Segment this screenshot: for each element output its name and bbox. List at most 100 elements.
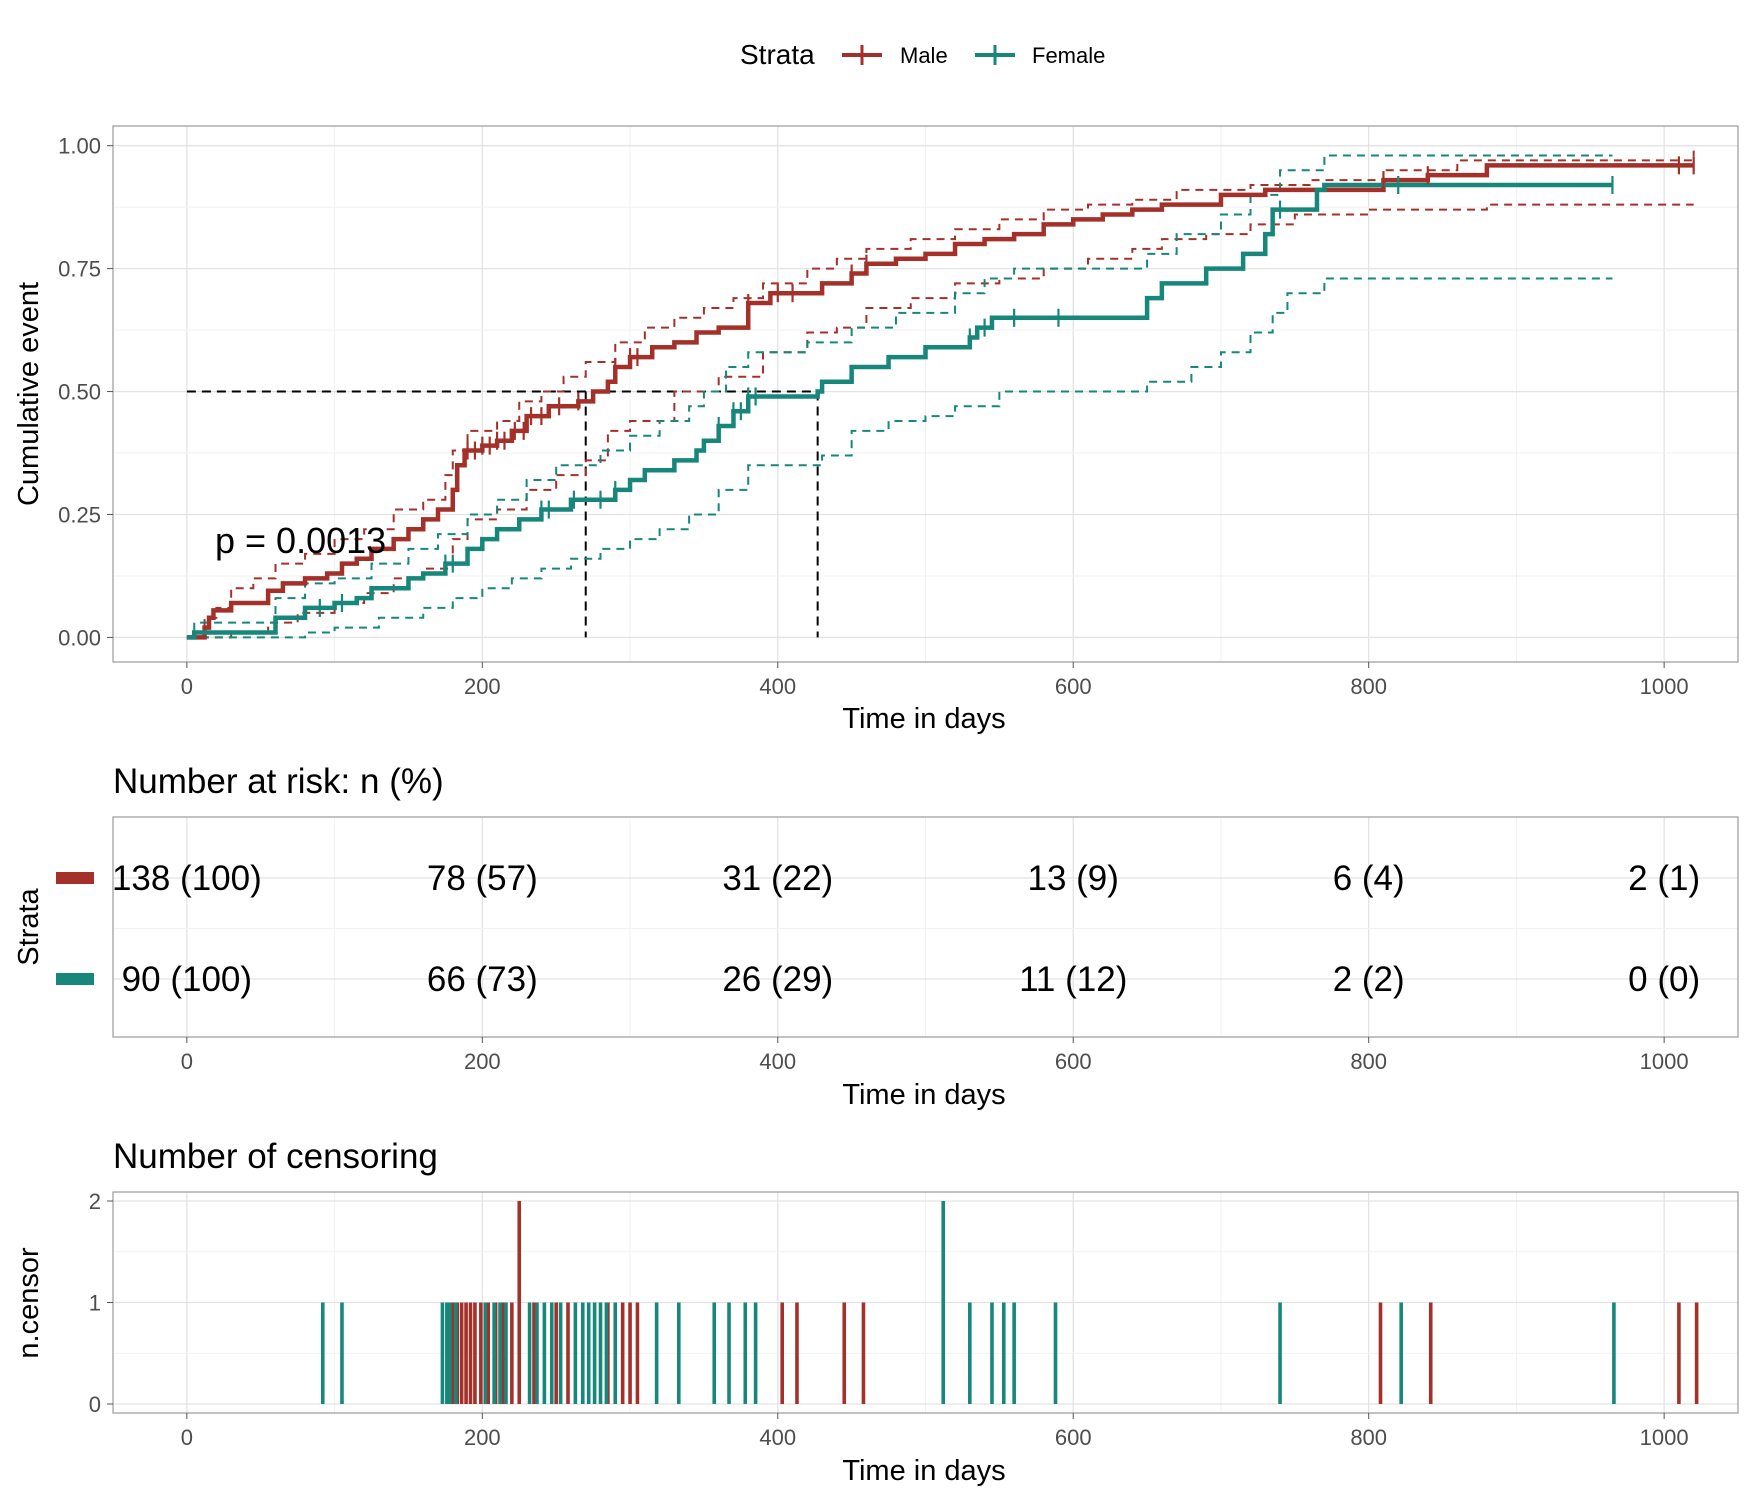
censor-bar-female xyxy=(598,1302,603,1404)
censor-bar-male xyxy=(479,1302,483,1404)
censor-bar-male xyxy=(1677,1302,1681,1404)
censor-bar-female xyxy=(580,1302,585,1404)
ci-upper-male xyxy=(186,150,1695,639)
censor-bar-male xyxy=(473,1302,477,1404)
panel1-step-lines xyxy=(186,163,1694,640)
censor-bar-female xyxy=(1001,1302,1006,1404)
censor-bar-female xyxy=(535,1302,539,1404)
panel3-xtick-label: 800 xyxy=(1350,1425,1387,1450)
panel3-yticks: 0 1 2 xyxy=(89,1189,113,1417)
panel2-grid xyxy=(113,817,1738,1037)
panel1-ytick-label: 0.00 xyxy=(58,625,101,650)
risk-cell-male: 2 (1) xyxy=(1628,859,1700,898)
censor-bar-female xyxy=(527,1302,532,1404)
panel3-ylabel: n.censor xyxy=(13,1247,45,1359)
panel1-ci-lines xyxy=(186,150,1695,639)
censor-bar-male xyxy=(620,1302,625,1404)
legend-key-male xyxy=(842,45,882,65)
panel3-xtick-label: 0 xyxy=(181,1425,193,1450)
censor-bar-female xyxy=(1278,1302,1282,1404)
panel2-xtick-label: 1000 xyxy=(1640,1049,1689,1074)
risk-cell-male: 138 (100) xyxy=(112,859,262,898)
censor-bar-male xyxy=(486,1302,491,1404)
panel1-ytick-label: 0.50 xyxy=(58,380,101,405)
censor-bar-female xyxy=(504,1302,508,1404)
risk-cell-female: 11 (12) xyxy=(1019,960,1127,999)
p-value-annotation: p = 0.0013 xyxy=(215,520,386,561)
censor-bar-female xyxy=(483,1302,488,1404)
legend-key-female xyxy=(975,45,1015,65)
censoring-title: Number of censoring xyxy=(113,1137,438,1176)
censor-bar-female xyxy=(604,1302,609,1404)
censor-bar-female xyxy=(753,1302,758,1404)
censor-bar-male xyxy=(628,1302,632,1404)
censor-bar-female xyxy=(1012,1302,1016,1404)
censor-bar-female xyxy=(586,1302,591,1404)
panel1-xtick-label: 400 xyxy=(759,674,796,699)
cumulative-curve-female xyxy=(186,182,1613,640)
panel1-yticks: 0.00 0.25 0.50 0.75 1.00 xyxy=(58,134,113,650)
cumulative-curve-male xyxy=(186,163,1694,640)
risk-cell-female: 0 (0) xyxy=(1628,960,1700,999)
panel3-ytick-label: 1 xyxy=(89,1291,101,1316)
panel2-xticks: 0 200 400 600 800 1000 xyxy=(181,1037,1689,1074)
legend-label-female: Female xyxy=(1032,43,1105,68)
risk-key-female xyxy=(56,973,94,985)
censor-bar-male xyxy=(501,1302,505,1404)
panel3-grid xyxy=(113,1192,1738,1413)
censor-bar-male xyxy=(1378,1302,1383,1404)
panel1-xtick-label: 600 xyxy=(1055,674,1092,699)
risk-cell-female: 90 (100) xyxy=(122,960,252,999)
panel3-xlabel: Time in days xyxy=(842,1455,1005,1487)
risk-cell-male: 78 (57) xyxy=(427,859,538,898)
censor-bar-female xyxy=(1399,1302,1403,1404)
censor-bar-male xyxy=(510,1302,514,1404)
censor-bar-male xyxy=(517,1201,522,1404)
cumulative-incidence-panel: 0.00 0.25 0.50 0.75 1.00 0 200 400 600 800 1000 p… xyxy=(13,125,1739,735)
risk-cell-male: 31 (22) xyxy=(722,859,833,898)
risk-table-title: Number at risk: n (%) xyxy=(113,762,444,801)
censor-bar-female xyxy=(1612,1302,1616,1404)
panel2-border xyxy=(112,816,1739,1038)
censor-bar-female xyxy=(968,1302,972,1404)
panel2-xtick-label: 400 xyxy=(759,1049,796,1074)
panel1-border xyxy=(112,125,1739,663)
censor-bar-female xyxy=(592,1302,597,1404)
panel1-censor-marks xyxy=(318,156,1695,617)
risk-cell-male: 13 (9) xyxy=(1028,859,1119,898)
censor-bar-female xyxy=(542,1302,547,1404)
censor-bar-male xyxy=(795,1302,799,1404)
censor-bar-male xyxy=(780,1302,785,1404)
risk-table-panel: Number at risk: n (%) 138 (100) 78 (57) 31… xyxy=(13,762,1739,1111)
censor-bar-male xyxy=(861,1302,866,1404)
censor-bar-male xyxy=(464,1302,468,1404)
censor-bar-male xyxy=(635,1302,640,1404)
censoring-panel: Number of censoring 0 1 2 0 200 400 600 800 100… xyxy=(13,1137,1739,1487)
panel1-xlabel: Time in days xyxy=(842,703,1005,735)
censor-bar-male xyxy=(554,1302,558,1404)
panel2-xtick-label: 0 xyxy=(181,1049,193,1074)
panel3-bars xyxy=(320,1201,1699,1404)
risk-table-cells: 138 (100) 78 (57) 31 (22) 13 (9) 6 (4) 2 (1) 9… xyxy=(112,859,1700,999)
legend: Strata Male Female xyxy=(740,39,1105,70)
panel1-grid xyxy=(113,126,1738,662)
censor-bar-male xyxy=(566,1302,570,1404)
ci-lower-female xyxy=(186,277,1613,639)
panel1-xtick-label: 1000 xyxy=(1640,674,1689,699)
censor-bar-male xyxy=(468,1302,473,1404)
legend-label-male: Male xyxy=(900,43,948,68)
panel2-xtick-label: 600 xyxy=(1055,1049,1092,1074)
panel1-ytick-label: 0.25 xyxy=(58,502,101,527)
panel1-xtick-label: 0 xyxy=(181,674,193,699)
panel1-ytick-label: 0.75 xyxy=(58,257,101,282)
panel1-xticks: 0 200 400 600 800 1000 xyxy=(181,662,1689,699)
censor-bar-female xyxy=(613,1302,618,1404)
censor-bar-female xyxy=(712,1302,717,1404)
censor-bar-female xyxy=(1053,1302,1058,1404)
censor-bar-female xyxy=(654,1302,659,1404)
risk-table-keys xyxy=(56,872,94,985)
censor-bar-male xyxy=(1694,1302,1699,1404)
ci-lower-male xyxy=(186,203,1694,639)
panel1-xtick-label: 800 xyxy=(1350,674,1387,699)
